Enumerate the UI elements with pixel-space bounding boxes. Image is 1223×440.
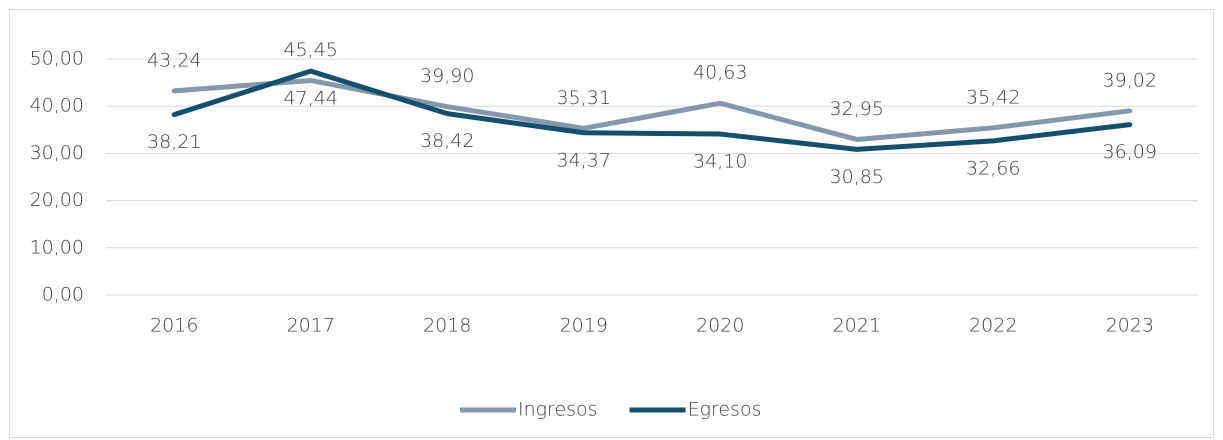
y-tick-label: 50,00 <box>30 48 84 70</box>
data-label: 34,10 <box>693 151 747 173</box>
y-tick-label: 10,00 <box>30 236 84 258</box>
chart-border <box>9 9 1214 438</box>
data-label: 39,90 <box>420 65 474 87</box>
x-tick-label: 2020 <box>696 315 744 337</box>
line-series <box>171 77 1133 142</box>
data-label: 39,02 <box>1103 69 1157 91</box>
data-label: 38,21 <box>147 131 201 153</box>
x-tick-label: 2017 <box>287 315 335 337</box>
y-tick-label: 40,00 <box>30 95 84 117</box>
line-series <box>171 68 1133 152</box>
x-tick-label: 2016 <box>150 315 198 337</box>
legend-label: Ingresos <box>518 399 598 421</box>
legend-label: Egresos <box>688 399 762 421</box>
data-label: 36,09 <box>1103 141 1157 163</box>
x-tick-label: 2021 <box>833 315 881 337</box>
data-label: 35,42 <box>966 86 1020 108</box>
data-label: 35,31 <box>557 87 611 109</box>
data-label: 43,24 <box>147 49 201 71</box>
data-label: 38,42 <box>420 130 474 152</box>
y-tick-label: 0,00 <box>42 284 84 306</box>
data-label: 40,63 <box>693 62 747 84</box>
data-label: 30,85 <box>830 166 884 188</box>
data-label: 32,66 <box>966 157 1020 179</box>
y-tick-label: 30,00 <box>30 142 84 164</box>
y-tick-label: 20,00 <box>30 189 84 211</box>
x-tick-label: 2022 <box>969 315 1017 337</box>
data-label: 47,44 <box>284 88 338 110</box>
x-tick-label: 2019 <box>560 315 608 337</box>
data-label: 45,45 <box>284 39 338 61</box>
x-tick-label: 2023 <box>1106 315 1154 337</box>
x-tick-label: 2018 <box>423 315 471 337</box>
data-label: 34,37 <box>557 149 611 171</box>
data-label: 32,95 <box>830 98 884 120</box>
